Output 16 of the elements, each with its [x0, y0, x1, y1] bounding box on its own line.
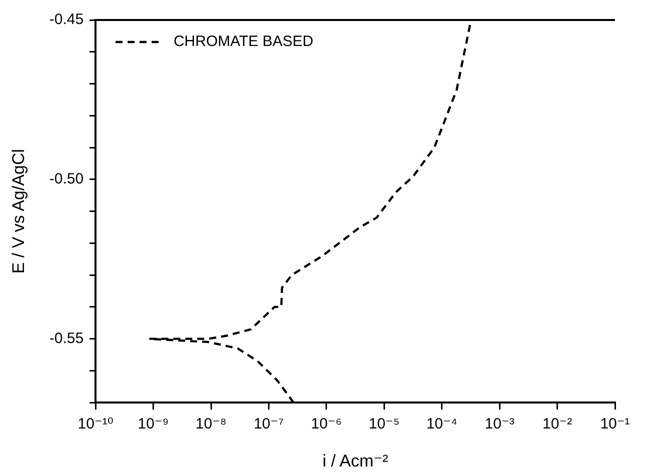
y-axis-title: E / V vs Ag/AgCl	[8, 148, 28, 274]
x-tick-label: 10⁻⁹	[138, 416, 169, 433]
x-tick-label: 10⁻⁸	[196, 416, 226, 433]
x-axis-title: i / Acm⁻²	[322, 451, 388, 470]
x-tick-label: 10⁻⁵	[368, 416, 400, 433]
x-tick-label: 10⁻⁶	[311, 416, 342, 433]
x-tick-label: 10⁻¹⁰	[78, 416, 114, 433]
y-tick-label: -0.50	[49, 170, 84, 188]
x-tick-label: 10⁻⁴	[426, 416, 458, 433]
x-tick-label: 10⁻³	[484, 416, 514, 433]
x-tick-label: 10⁻¹	[600, 416, 630, 433]
legend-label: CHROMATE BASED	[174, 33, 314, 50]
y-tick-label: -0.55	[49, 330, 84, 347]
x-tick-label: 10⁻⁷	[254, 416, 284, 433]
x-tick-label: 10⁻²	[542, 416, 572, 433]
y-tick-label: -0.45	[49, 11, 84, 28]
